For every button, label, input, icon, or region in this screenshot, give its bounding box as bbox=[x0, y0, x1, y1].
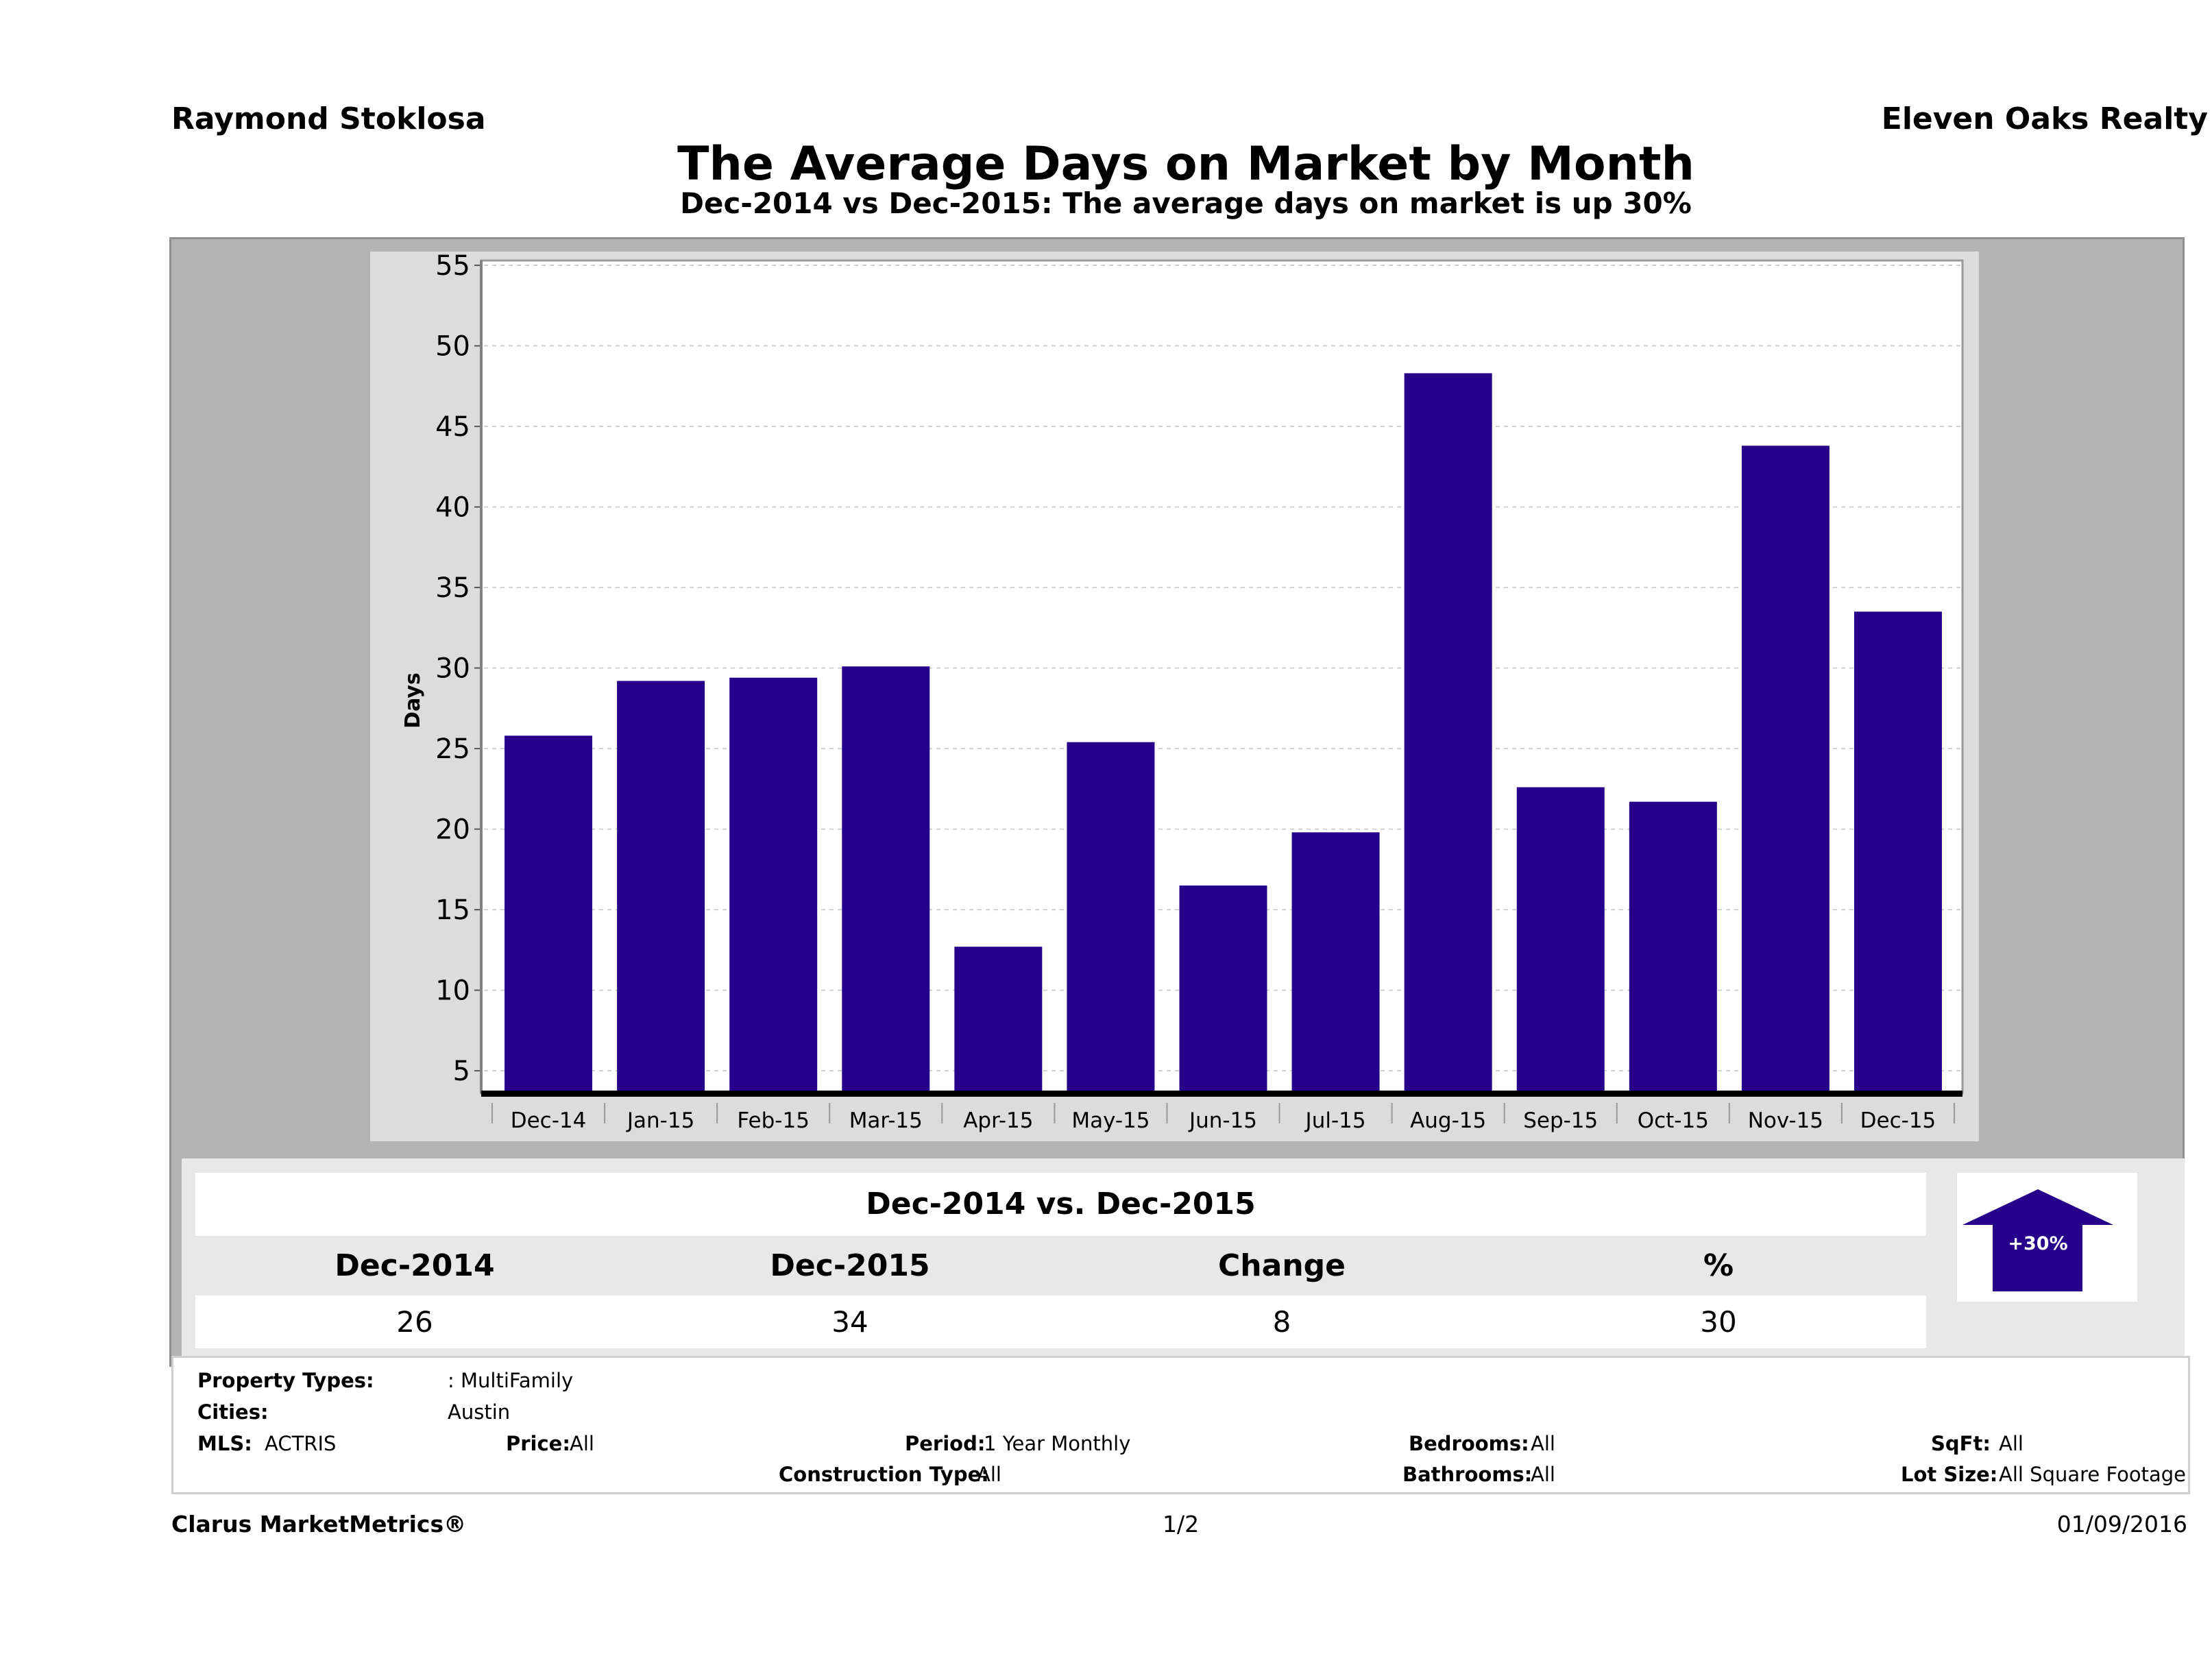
filter-construction-type-label: Construction Type: bbox=[779, 1463, 989, 1486]
y-tick-label: 30 bbox=[435, 653, 470, 685]
filter-cities-label: Cities: bbox=[197, 1400, 269, 1424]
bar-mar-15 bbox=[842, 666, 930, 1093]
y-tick-label: 15 bbox=[435, 895, 470, 926]
chart-subtitle: Dec-2014 vs Dec-2015: The average days o… bbox=[680, 186, 1692, 220]
x-axis-baseline bbox=[481, 1091, 1962, 1097]
bar-dec-14 bbox=[505, 735, 593, 1093]
filters-box: Property Types: : MultiFamily Cities: Au… bbox=[171, 1356, 2190, 1494]
bar-apr-15 bbox=[954, 947, 1043, 1093]
page-number: 1/2 bbox=[1163, 1511, 1200, 1537]
bar-jan-15 bbox=[617, 681, 705, 1093]
bar-chart: 5 10 15 20 25 30 35 40 45 50 55 Dec-14 Jan-15 Feb-15… bbox=[401, 252, 1964, 1133]
bar-oct-15 bbox=[1629, 801, 1717, 1093]
y-tick-label: 35 bbox=[435, 572, 470, 604]
comparison-value-row: 26 34 8 30 bbox=[195, 1296, 1926, 1348]
filter-bedrooms-label: Bedrooms: bbox=[1409, 1432, 1529, 1455]
y-tick-label: 45 bbox=[435, 411, 470, 443]
x-tick-label: Dec-15 bbox=[1860, 1108, 1936, 1133]
bars bbox=[505, 373, 1942, 1093]
y-tick-label: 40 bbox=[435, 492, 470, 524]
comparison-value-percent: 30 bbox=[1700, 1305, 1737, 1339]
x-tick-label: Jul-15 bbox=[1304, 1108, 1366, 1133]
change-badge: +30% bbox=[1957, 1173, 2137, 1302]
bar-aug-15 bbox=[1404, 373, 1492, 1093]
filter-mls-label: MLS: bbox=[197, 1432, 252, 1455]
x-axis-ticks: Dec-14 Jan-15 Feb-15 Mar-15 Apr-15 May-15 Jun-… bbox=[491, 1103, 1955, 1133]
bar-dec-15 bbox=[1854, 611, 1942, 1093]
x-tick-label: Aug-15 bbox=[1410, 1108, 1486, 1133]
comparison-value-dec2014: 26 bbox=[396, 1305, 433, 1339]
bar-jul-15 bbox=[1291, 832, 1380, 1093]
agent-name: Raymond Stoklosa bbox=[171, 101, 486, 136]
x-tick-label: Mar-15 bbox=[849, 1108, 923, 1133]
y-tick-label: 50 bbox=[435, 331, 470, 363]
comparison-header-percent: % bbox=[1703, 1248, 1734, 1283]
comparison-header-dec2014: Dec-2014 bbox=[335, 1248, 495, 1283]
footer-brand: Clarus MarketMetrics® bbox=[171, 1511, 467, 1537]
x-tick-label: Oct-15 bbox=[1638, 1108, 1709, 1133]
filter-property-types-value: : MultiFamily bbox=[448, 1369, 574, 1392]
change-badge-label: +30% bbox=[2008, 1233, 2067, 1254]
x-tick-label: Sep-15 bbox=[1523, 1108, 1598, 1133]
filter-bedrooms-value: All bbox=[1531, 1432, 1555, 1455]
y-axis-ticks: 5 10 15 20 25 30 35 40 45 50 55 bbox=[435, 252, 481, 1087]
filter-mls-value: ACTRIS bbox=[265, 1432, 337, 1455]
x-tick-label: Feb-15 bbox=[737, 1108, 810, 1133]
report-date: 01/09/2016 bbox=[2056, 1511, 2187, 1537]
comparison-value-dec2015: 34 bbox=[831, 1305, 868, 1339]
filter-cities-value: Austin bbox=[448, 1400, 511, 1424]
filter-period-label: Period: bbox=[905, 1432, 986, 1455]
x-tick-label: Jun-15 bbox=[1188, 1108, 1257, 1133]
bar-feb-15 bbox=[729, 677, 818, 1093]
filter-lot-size-label: Lot Size: bbox=[1901, 1463, 1998, 1486]
brokerage-name: Eleven Oaks Realty bbox=[1881, 101, 2208, 136]
x-tick-label: Nov-15 bbox=[1748, 1108, 1823, 1133]
y-tick-label: 10 bbox=[435, 975, 470, 1007]
filter-property-types-label: Property Types: bbox=[197, 1369, 374, 1392]
filter-price-value: All bbox=[570, 1432, 594, 1455]
comparison-header-dec2015: Dec-2015 bbox=[770, 1248, 930, 1283]
comparison-header-row: Dec-2014 Dec-2015 Change % bbox=[195, 1236, 1926, 1296]
filter-sqft-label: SqFt: bbox=[1931, 1432, 1991, 1455]
up-arrow-icon: +30% bbox=[1962, 1189, 2113, 1291]
x-tick-label: Apr-15 bbox=[963, 1108, 1033, 1133]
filter-lot-size-value: All Square Footage bbox=[1999, 1463, 2187, 1486]
filter-bathrooms-value: All bbox=[1531, 1463, 1555, 1486]
filter-sqft-value: All bbox=[1999, 1432, 2023, 1455]
x-tick-label: Dec-14 bbox=[511, 1108, 587, 1133]
comparison-header-change: Change bbox=[1218, 1248, 1346, 1283]
bar-nov-15 bbox=[1741, 446, 1830, 1093]
comparison-title: Dec-2014 vs. Dec-2015 bbox=[195, 1173, 1926, 1236]
y-tick-label: 5 bbox=[453, 1056, 470, 1087]
x-tick-label: Jan-15 bbox=[626, 1108, 694, 1133]
filter-period-value: 1 Year Monthly bbox=[984, 1432, 1131, 1455]
bar-may-15 bbox=[1067, 742, 1155, 1093]
chart-title: The Average Days on Market by Month bbox=[677, 137, 1694, 191]
filter-bathrooms-label: Bathrooms: bbox=[1402, 1463, 1533, 1486]
filter-construction-type-value: All bbox=[977, 1463, 1001, 1486]
y-tick-label: 55 bbox=[435, 252, 470, 282]
bar-sep-15 bbox=[1516, 787, 1605, 1093]
comparison-value-change: 8 bbox=[1272, 1305, 1291, 1339]
y-axis-label: Days bbox=[401, 672, 425, 729]
y-tick-label: 25 bbox=[435, 733, 470, 765]
x-tick-label: May-15 bbox=[1071, 1108, 1150, 1133]
y-tick-label: 20 bbox=[435, 814, 470, 846]
filter-price-label: Price: bbox=[506, 1432, 570, 1455]
bar-jun-15 bbox=[1179, 885, 1267, 1093]
